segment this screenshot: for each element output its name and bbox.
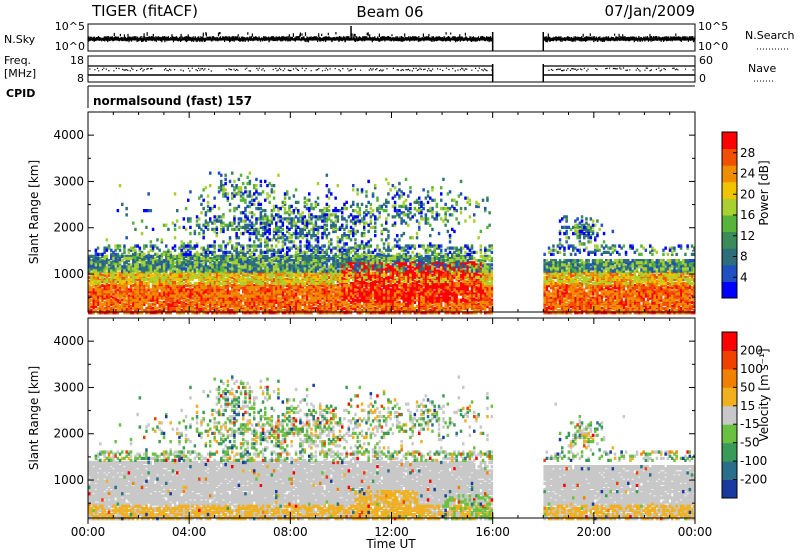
velocity-colorbar-swatch [722,368,737,388]
noise-left-tick-top: 10^5 [55,20,85,33]
velocity-colorbar-tick-label: 100 [740,362,763,376]
noise-right-tick-top: 10^5 [698,20,728,33]
x-axis-label: Time UT [365,537,416,551]
power-panel: 4000 3000 2000 1000 Slant Range [km] [27,111,696,315]
x-axis: 00:00 04:00 08:00 12:00 16:00 20:00 00:00 Time… [71,518,713,551]
nave-tick-top: 60 [699,54,713,67]
nave-trace [88,65,696,72]
power-colorbar-tick-label: 20 [740,187,755,201]
x-axis-tick-label: 04:00 [172,525,207,539]
freq-unit: [MHz] [4,67,36,80]
velocity-ytick-label: 2000 [53,427,84,441]
power-colorbar-tick-label: 12 [740,229,755,243]
nave-tick-bottom: 0 [699,72,706,85]
velocity-colorbar-swatch [722,479,737,499]
cpid-panel: CPID normalsound (fast) 157 [6,85,695,108]
power-colorbar-swatch [722,248,737,266]
velocity-colorbar-swatch [722,424,737,444]
power-ytick-label: 1000 [53,267,84,281]
power-colorbar-swatch [722,264,737,282]
velocity-colorbar-tick-label: -50 [740,436,760,450]
power-colorbar-tick-label: 24 [740,167,755,181]
velocity-cells [88,379,696,521]
noise-right-label: N.Search [745,29,795,42]
velocity-colorbar-swatch [722,350,737,370]
nave-label: Nave [748,62,776,75]
velocity-colorbar-tick-label: 15 [740,399,755,413]
power-cells [90,171,696,286]
noise-panel: N.Sky 10^5 10^0 10^5 10^0 N.Search [4,20,795,53]
velocity-colorbar-swatch [722,405,737,425]
velocity-cells [88,379,696,517]
velocity-colorbar-tick-label: -15 [740,417,760,431]
power-colorbar-tick-label: 8 [740,250,748,264]
velocity-colorbar-tick-label: 50 [740,380,755,394]
velocity-colorbar-swatch [722,461,737,481]
velocity-ytick-label: 4000 [53,334,84,348]
power-ytick-label: 2000 [53,221,84,235]
velocity-colorbar-swatch [722,387,737,407]
plot-title: TIGER (fitACF) [91,2,198,20]
power-cells [88,171,696,273]
date-label: 07/Jan/2009 [605,2,696,20]
x-axis-tick-label: 00:00 [678,525,713,539]
power-colorbar-tick-label: 16 [740,208,755,222]
beam-label: Beam 06 [356,3,423,21]
velocity-ytick-label: 1000 [53,473,84,487]
velocity-colorbar-frame [721,331,738,499]
power-ylabel: Slant Range [km] [27,160,41,264]
power-colorbar-tick-label: 28 [740,146,755,160]
velocity-colorbar-tick-label: 200 [740,343,763,357]
x-axis-tick-label: 08:00 [273,525,308,539]
power-colorbar-label: Power [dB] [757,160,771,225]
velocity-colorbar-swatch [722,442,737,462]
power-colorbar-swatch [722,148,737,166]
power-colorbar-swatch [722,181,737,199]
cpid-label: CPID [6,87,35,100]
noise-left-label: N.Sky [4,33,36,46]
power-cells [94,179,689,256]
power-cells [88,173,696,273]
velocity-panel: 4000 3000 2000 1000 Slant Range [km] [27,317,696,521]
velocity-colorbar-swatch [722,332,737,351]
power-colorbar-swatch [722,198,737,216]
power-colorbar-swatch [722,281,737,299]
velocity-ylabel: Slant Range [km] [27,366,41,470]
freq-tick-top: 18 [70,54,84,67]
power-colorbar-tick-label: 4 [740,270,748,284]
noise-sky-trace [87,32,696,43]
freq-panel: Freq. [MHz] 18 8 60 0 Nave [4,54,776,85]
freq-tick-bottom: 8 [77,72,84,85]
power-colorbar-swatch [722,215,737,233]
power-colorbar-swatch [722,165,737,183]
power-colorbar-swatch [722,132,737,150]
x-axis-tick-label: 12:00 [374,525,409,539]
x-axis-tick-label: 16:00 [475,525,510,539]
velocity-colorbar-tick-label: -100 [740,454,767,468]
power-colorbar: 28 24 20 16 12 8 4 Power [dB] [721,131,771,299]
velocity-ytick-label: 3000 [53,380,84,394]
power-colorbar-swatch [722,231,737,249]
noise-left-tick-bottom: 10^0 [55,40,85,53]
noise-right-tick-bottom: 10^0 [698,40,728,53]
power-ytick-label: 3000 [53,174,84,188]
cpid-text: normalsound (fast) 157 [93,94,252,108]
power-ytick-label: 4000 [53,128,84,142]
x-axis-tick-label: 00:00 [71,525,106,539]
x-axis-tick-label: 20:00 [577,525,612,539]
velocity-colorbar: 200 100 50 15 -15 -50 -100 -200 Velocity [m s⁻¹… [721,331,771,499]
velocity-colorbar-label: Velocity [m s⁻¹] [757,348,771,441]
velocity-colorbar-tick-label: -200 [740,473,767,487]
freq-label: Freq. [4,54,31,67]
